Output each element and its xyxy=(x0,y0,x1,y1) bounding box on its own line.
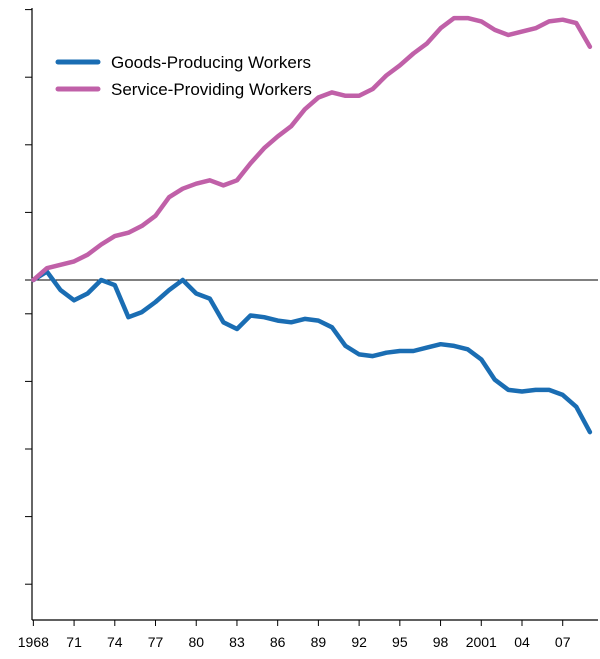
x-tick-label-11: 2001 xyxy=(466,634,497,650)
x-tick-label-12: 04 xyxy=(514,634,530,650)
chart-lines xyxy=(31,15,593,435)
x-tick-labels: 1968 71 74 77 80 83 86 89 92 95 98 2001 04 07 xyxy=(18,634,571,650)
x-tick-label-10: 98 xyxy=(433,634,449,650)
x-tick-label-2: 74 xyxy=(107,634,123,650)
x-tick-label-4: 80 xyxy=(188,634,204,650)
x-tick-label-1: 71 xyxy=(66,634,82,650)
x-tick-label-6: 86 xyxy=(270,634,286,650)
x-tick-label-5: 83 xyxy=(229,634,245,650)
legend: Goods-Producing Workers Service-Providin… xyxy=(55,53,312,99)
legend-label-goods-producing: Goods-Producing Workers xyxy=(111,53,311,72)
series-line-service-providing xyxy=(31,15,593,283)
x-tick-label-13: 07 xyxy=(555,634,571,650)
x-tick-label-0: 1968 xyxy=(18,634,49,650)
legend-label-service-providing: Service-Providing Workers xyxy=(111,80,312,99)
x-tick-label-3: 77 xyxy=(148,634,164,650)
series-line-goods-producing xyxy=(31,269,593,435)
x-tick-label-9: 95 xyxy=(392,634,408,650)
chart-axes xyxy=(25,8,598,626)
x-tick-label-7: 89 xyxy=(311,634,327,650)
x-tick-label-8: 92 xyxy=(351,634,367,650)
